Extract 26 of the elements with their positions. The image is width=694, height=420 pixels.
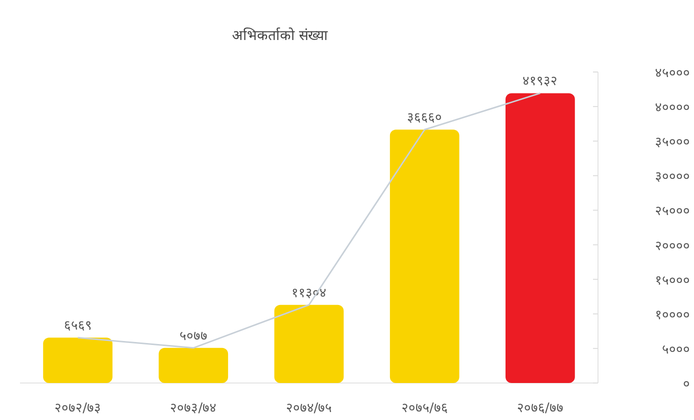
data-label: ११३०४ — [292, 286, 326, 301]
bar — [274, 304, 344, 383]
x-tick-label: २०७५/७६ — [401, 401, 448, 416]
y-tick-label: १०००० — [655, 308, 690, 323]
y-tick-label: १५००० — [655, 273, 690, 288]
y-tick-label: ० — [683, 377, 690, 392]
bar — [506, 93, 575, 383]
x-tick-label: २०७२/७३ — [54, 401, 101, 416]
y-tick-label: ४५००० — [655, 66, 690, 81]
y-tick-label: ३५००० — [655, 135, 690, 150]
chart-title: अभिकर्ताको संख्या — [232, 27, 328, 44]
bar — [158, 348, 228, 383]
x-tick-label: २०७६/७७ — [517, 401, 564, 416]
bar — [43, 338, 112, 383]
x-tick-label: २०७४/७५ — [286, 401, 332, 416]
data-label: ६५६९ — [64, 318, 92, 334]
bar — [390, 130, 460, 383]
y-tick-label: २५००० — [655, 204, 690, 220]
y-tick-label: २०००० — [655, 238, 690, 254]
x-tick-label: २०७३/७४ — [170, 401, 217, 416]
y-tick-label: ४०००० — [655, 100, 690, 116]
y-tick-label: ३०००० — [655, 170, 690, 185]
data-label: ५०७७ — [179, 328, 208, 344]
data-label: ४१९३२ — [522, 74, 558, 90]
data-label: ३६६६० — [407, 110, 442, 126]
y-tick-label: ५००० — [662, 342, 690, 358]
